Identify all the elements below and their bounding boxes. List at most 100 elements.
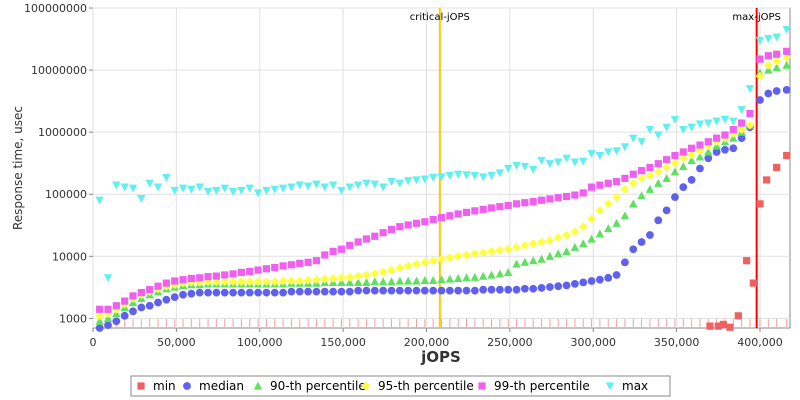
data-point (303, 182, 313, 191)
legend: min median 90-th percentile 95-th percentil… (137, 379, 648, 393)
data-point (353, 181, 363, 190)
data-point (329, 247, 337, 255)
data-point (379, 229, 387, 237)
data-point (454, 286, 463, 295)
data-point (278, 276, 288, 286)
data-point (228, 277, 238, 287)
data-point (453, 251, 463, 261)
data-point (254, 266, 262, 274)
data-point (678, 153, 688, 163)
data-point (604, 148, 613, 157)
data-point (279, 262, 287, 270)
data-point (704, 138, 712, 146)
data-point (671, 193, 679, 201)
data-point (679, 183, 688, 192)
data-point (553, 233, 563, 243)
data-point (755, 71, 765, 81)
data-point (721, 145, 729, 154)
data-point (237, 268, 246, 277)
legend-swatch-3 (361, 381, 371, 391)
data-point (462, 273, 471, 282)
data-point (304, 287, 313, 296)
data-point (654, 160, 662, 168)
data-point (604, 273, 613, 282)
y-tick-label: 1000000 (38, 126, 87, 139)
data-point (562, 154, 571, 163)
y-tick-label: 1000 (59, 312, 87, 325)
data-point (162, 279, 170, 287)
data-point (670, 115, 680, 124)
data-point (738, 119, 746, 127)
data-point (204, 273, 212, 281)
data-point (595, 205, 605, 215)
data-point (137, 303, 146, 312)
data-point (387, 277, 396, 286)
data-point (362, 270, 371, 280)
data-point (679, 162, 688, 171)
data-point (153, 183, 163, 192)
data-point (579, 157, 588, 166)
data-point (503, 268, 513, 277)
legend-label-2: 90-th percentile (270, 379, 366, 393)
data-point (229, 270, 237, 278)
data-point (745, 120, 755, 130)
data-point (103, 274, 113, 283)
data-point (554, 158, 563, 167)
data-point (187, 274, 195, 283)
data-point (653, 167, 663, 177)
data-point (687, 123, 696, 132)
data-point (429, 286, 438, 295)
data-point (128, 184, 138, 193)
data-point (587, 183, 596, 191)
data-point (387, 225, 396, 234)
y-tick-label: 100000 (45, 188, 87, 201)
data-point (454, 210, 462, 218)
data-point (154, 282, 162, 290)
data-point (129, 307, 137, 316)
data-point (245, 184, 254, 193)
data-point (554, 249, 563, 258)
data-point (246, 267, 254, 276)
data-point (772, 87, 781, 95)
data-point (412, 219, 421, 227)
data-point (470, 249, 480, 259)
data-point (478, 173, 488, 182)
data-point (512, 285, 521, 294)
data-point (654, 178, 663, 187)
data-point (137, 195, 146, 204)
data-point (403, 177, 413, 186)
data-point (504, 201, 512, 210)
data-point (603, 199, 613, 209)
data-point (595, 151, 605, 160)
data-point (445, 274, 455, 283)
data-point (270, 277, 280, 287)
data-point (345, 272, 355, 282)
data-point (620, 184, 630, 194)
data-point (370, 180, 380, 189)
data-point (737, 134, 746, 143)
data-point (756, 200, 764, 208)
data-point (337, 287, 346, 296)
data-point (437, 173, 446, 182)
data-point (337, 245, 346, 253)
data-point (720, 115, 730, 124)
data-point (571, 191, 579, 199)
data-point (104, 305, 112, 313)
data-point (737, 125, 747, 134)
data-point (783, 47, 791, 55)
data-point (520, 162, 530, 171)
data-point (370, 286, 379, 295)
data-point (596, 181, 604, 189)
data-point (162, 174, 171, 183)
data-point (395, 263, 405, 273)
data-point (395, 276, 405, 285)
data-point (428, 174, 438, 183)
data-point (546, 195, 554, 203)
legend-box (130, 375, 671, 397)
data-point (773, 50, 781, 58)
data-point (420, 257, 430, 267)
data-point (179, 290, 187, 299)
data-point (479, 285, 488, 294)
y-tick-label: 10000 (52, 250, 87, 263)
data-point (320, 274, 330, 284)
